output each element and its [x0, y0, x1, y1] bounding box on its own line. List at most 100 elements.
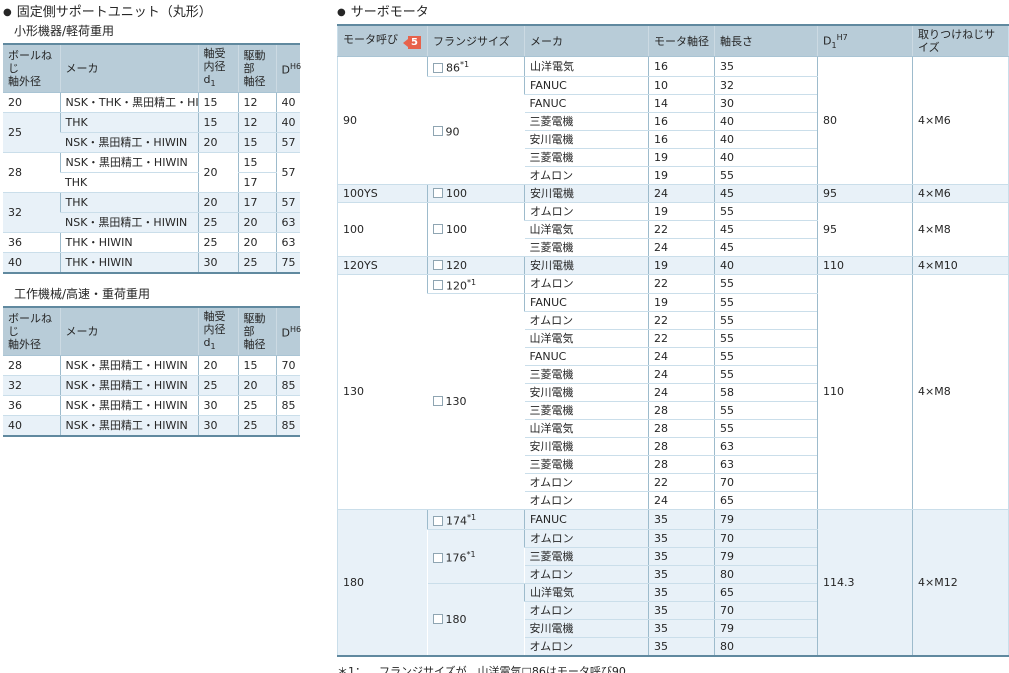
header-line: 軸外径 [8, 338, 41, 352]
table-row: 120YS 120 安川電機 19 40 110 4×M10 [337, 256, 1009, 275]
col-header-drive-dia: 駆動部 軸径 [237, 44, 276, 94]
cell-shaft-dia: 28 [648, 419, 715, 439]
table-row: 32 THK 20 17 57 [3, 192, 300, 234]
table-row: 三菱電機 28 63 [338, 455, 1009, 475]
support-unit-table-heavy-load: ボールねじ 軸外径 メーカ 軸受内径 d1 駆動部 軸径 DH6 28 NSK・黒田精… [3, 306, 301, 438]
table-row: 130 FANUC 19 55 [338, 293, 1009, 511]
table-row: 36 NSK・黒田精工・HIWIN 30 25 85 [3, 395, 300, 417]
col-header-drive-dia: 駆動部 軸径 [237, 307, 276, 357]
cell-shaft-len: 58 [714, 383, 818, 403]
cell-maker: オムロン [524, 637, 649, 657]
cell-shaft-len: 65 [714, 583, 818, 602]
cell-d: 85 [275, 415, 300, 437]
cell-flange: 130 [427, 293, 525, 511]
cell-maker: THK・HIWIN [59, 232, 198, 254]
cell-flange: 180 [427, 583, 525, 657]
cell-d: 57 [275, 132, 300, 154]
cell-bore: 15 [197, 112, 238, 134]
cell-shaft-len: 70 [714, 529, 818, 548]
cell-maker: オムロン [524, 491, 649, 511]
col-header-ballscrew-od: ボールねじ 軸外径 [3, 307, 60, 357]
bullet-icon: ● [3, 7, 12, 18]
cell-drive: 25 [237, 395, 276, 417]
square-flange-icon [433, 187, 443, 198]
cell-drive: 15 [237, 355, 276, 377]
table-row: オムロン 35 70 [338, 601, 1009, 620]
cell-shaft-len: 40 [714, 256, 818, 275]
cell-shaft-dia: 19 [648, 148, 715, 167]
cell-shaft-len: 55 [714, 347, 818, 367]
cell-maker: 安川電機 [524, 130, 649, 149]
cell-bore: 15 [197, 92, 238, 114]
table1-subtitle: 小形機器/軽荷重用 [14, 24, 115, 38]
cell-d: 57 [275, 152, 300, 194]
table-row: 40 NSK・黒田精工・HIWIN 30 25 85 [3, 415, 300, 437]
flange-footnote-marker: *1 [467, 277, 477, 287]
cell-maker: 安川電機 [524, 437, 649, 457]
cell-shaft-dia: 10 [648, 76, 715, 95]
cell-flange: 176*1 [427, 529, 525, 584]
cell-maker: FANUC [524, 347, 649, 367]
cell-shaft-len: 55 [714, 311, 818, 331]
flange-size-value: 100 [446, 186, 467, 200]
table-row: 安川電機 28 63 [338, 437, 1009, 457]
cell-shaft-len: 40 [714, 148, 818, 167]
table-row: 40 THK・HIWIN 30 25 75 [3, 252, 300, 274]
cell-d: 85 [275, 375, 300, 397]
header-line: 駆動部 [243, 49, 266, 76]
cell-d: 57 [275, 192, 300, 214]
cell-motor-call: 100 [337, 202, 428, 257]
table-row: 28 NSK・黒田精工・HIWIN 20 15 70 [3, 355, 300, 377]
cell-screw: 4×M8 [912, 274, 1009, 511]
header-line: 駆動部 [243, 312, 266, 339]
table-row: オムロン 35 80 [338, 565, 1009, 584]
cell-size: 36 [3, 232, 60, 254]
cell-shaft-len: 55 [714, 419, 818, 439]
cell-drive: 20 [237, 212, 276, 234]
cell-d: 40 [275, 92, 300, 114]
cell-maker: オムロン [524, 473, 649, 493]
cell-drive: 12 [237, 112, 276, 134]
table-row: 三菱電機 24 45 [338, 238, 1009, 257]
col-header-d: DH6 [275, 44, 301, 94]
table-row: FANUC 24 55 [338, 347, 1009, 367]
square-flange-icon [432, 552, 443, 563]
cell-bore: 25 [197, 212, 238, 234]
cell-flange: 90 [427, 76, 525, 185]
header-line: d1 [203, 336, 216, 352]
cell-maker: THK・HIWIN [59, 252, 198, 274]
cell-shaft-len: 79 [714, 547, 818, 566]
cell-shaft-len: 55 [714, 274, 818, 295]
cell-motor-call: 120YS [337, 256, 428, 275]
cell-shaft-dia: 16 [648, 56, 715, 77]
cell-shaft-len: 45 [714, 220, 818, 239]
cell-drive: 15 [237, 152, 276, 174]
cell-maker: オムロン [524, 274, 649, 295]
table-row: 三菱電機 35 79 [338, 547, 1009, 566]
cell-d: 63 [275, 212, 300, 234]
col-header-flange-size: フランジサイズ [427, 25, 525, 57]
cell-shaft-dia: 16 [648, 112, 715, 131]
header-line: 軸径 [243, 75, 266, 89]
table-row: 安川電機 16 40 [338, 130, 1009, 149]
cell-d1: 95 [817, 184, 913, 203]
callout-5-number: 5 [411, 37, 418, 48]
table-row: 山洋電気 22 55 [338, 329, 1009, 349]
table-row: 三菱電機 16 40 [338, 112, 1009, 131]
cell-screw: 4×M6 [912, 184, 1009, 203]
cell-shaft-dia: 35 [648, 601, 715, 620]
cell-flange: 174*1 [427, 509, 525, 530]
cell-shaft-dia: 19 [648, 256, 715, 275]
cell-maker: NSK・黒田精工・HIWIN [59, 395, 198, 417]
cell-d1: 114.3 [817, 509, 913, 657]
cell-maker: FANUC [524, 293, 649, 313]
cell-maker: NSK・黒田精工・HIWIN [60, 212, 198, 234]
cell-shaft-dia: 24 [648, 238, 715, 257]
table-row: 36 THK・HIWIN 25 20 63 [3, 232, 300, 254]
cell-shaft-len: 55 [714, 166, 818, 185]
table-row: 山洋電気 22 45 [338, 220, 1009, 239]
cell-maker: NSK・黒田精工・HIWIN [59, 375, 198, 397]
cell-bore: 20 [197, 132, 238, 154]
cell-maker: THK [59, 112, 198, 134]
cell-screw: 4×M8 [912, 202, 1009, 257]
